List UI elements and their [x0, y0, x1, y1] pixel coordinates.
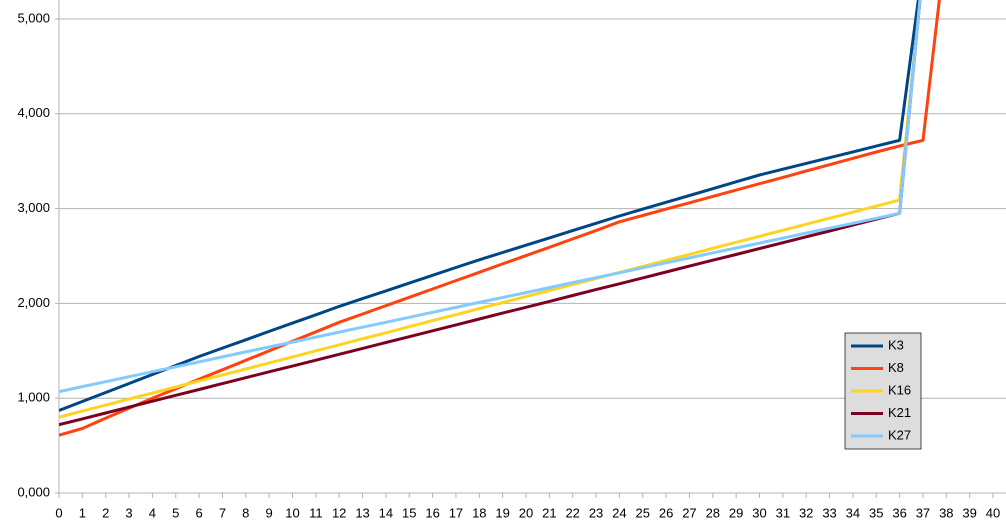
x-tick-label: 20: [519, 505, 533, 520]
x-tick-label: 39: [962, 505, 976, 520]
series-line: [59, 0, 922, 419]
x-tick-label: 33: [822, 505, 836, 520]
x-tick-label: 2: [102, 505, 109, 520]
legend-label: K27: [888, 427, 911, 442]
x-tick-label: 37: [916, 505, 930, 520]
x-tick-label: 23: [589, 505, 603, 520]
series-line: [59, 0, 922, 427]
series-line: [59, 0, 941, 437]
legend-label: K16: [888, 382, 911, 397]
x-tick-label: 7: [219, 505, 226, 520]
x-tick-label: 14: [379, 505, 393, 520]
series-line: [59, 0, 920, 412]
x-tick-label: 18: [472, 505, 486, 520]
x-tick-label: 29: [729, 505, 743, 520]
x-tick-label: 21: [542, 505, 556, 520]
legend-label: K3: [888, 337, 904, 352]
x-tick-label: 12: [332, 505, 346, 520]
x-tick-label: 28: [706, 505, 720, 520]
x-tick-label: 19: [495, 505, 509, 520]
x-tick-label: 13: [355, 505, 369, 520]
x-tick-label: 9: [266, 505, 273, 520]
y-tick-label: 5,000: [17, 10, 50, 25]
legend-label: K21: [888, 405, 911, 420]
x-tick-label: 25: [636, 505, 650, 520]
series-line: [59, 0, 922, 394]
x-tick-label: 24: [612, 505, 626, 520]
x-tick-label: 15: [402, 505, 416, 520]
x-tick-label: 17: [449, 505, 463, 520]
x-tick-label: 26: [659, 505, 673, 520]
legend-label: K8: [888, 360, 904, 375]
x-tick-label: 1: [79, 505, 86, 520]
x-tick-label: 40: [986, 505, 1000, 520]
y-tick-label: 2,000: [17, 295, 50, 310]
x-tick-label: 27: [682, 505, 696, 520]
x-tick-label: 34: [846, 505, 860, 520]
x-tick-label: 35: [869, 505, 883, 520]
x-tick-label: 6: [195, 505, 202, 520]
x-tick-label: 38: [939, 505, 953, 520]
x-tick-label: 16: [425, 505, 439, 520]
x-tick-label: 30: [752, 505, 766, 520]
x-tick-label: 11: [309, 505, 323, 520]
x-tick-label: 32: [799, 505, 813, 520]
x-tick-label: 8: [242, 505, 249, 520]
x-tick-label: 0: [55, 505, 62, 520]
x-tick-label: 4: [149, 505, 156, 520]
x-tick-label: 31: [776, 505, 790, 520]
y-tick-label: 0,000: [17, 484, 50, 499]
x-tick-label: 5: [172, 505, 179, 520]
y-tick-label: 3,000: [17, 200, 50, 215]
y-tick-label: 1,000: [17, 390, 50, 405]
x-tick-label: 10: [285, 505, 299, 520]
x-tick-label: 3: [125, 505, 132, 520]
plot-area: [59, 0, 941, 437]
x-tick-label: 22: [565, 505, 579, 520]
y-tick-label: 4,000: [17, 105, 50, 120]
x-tick-label: 36: [892, 505, 906, 520]
